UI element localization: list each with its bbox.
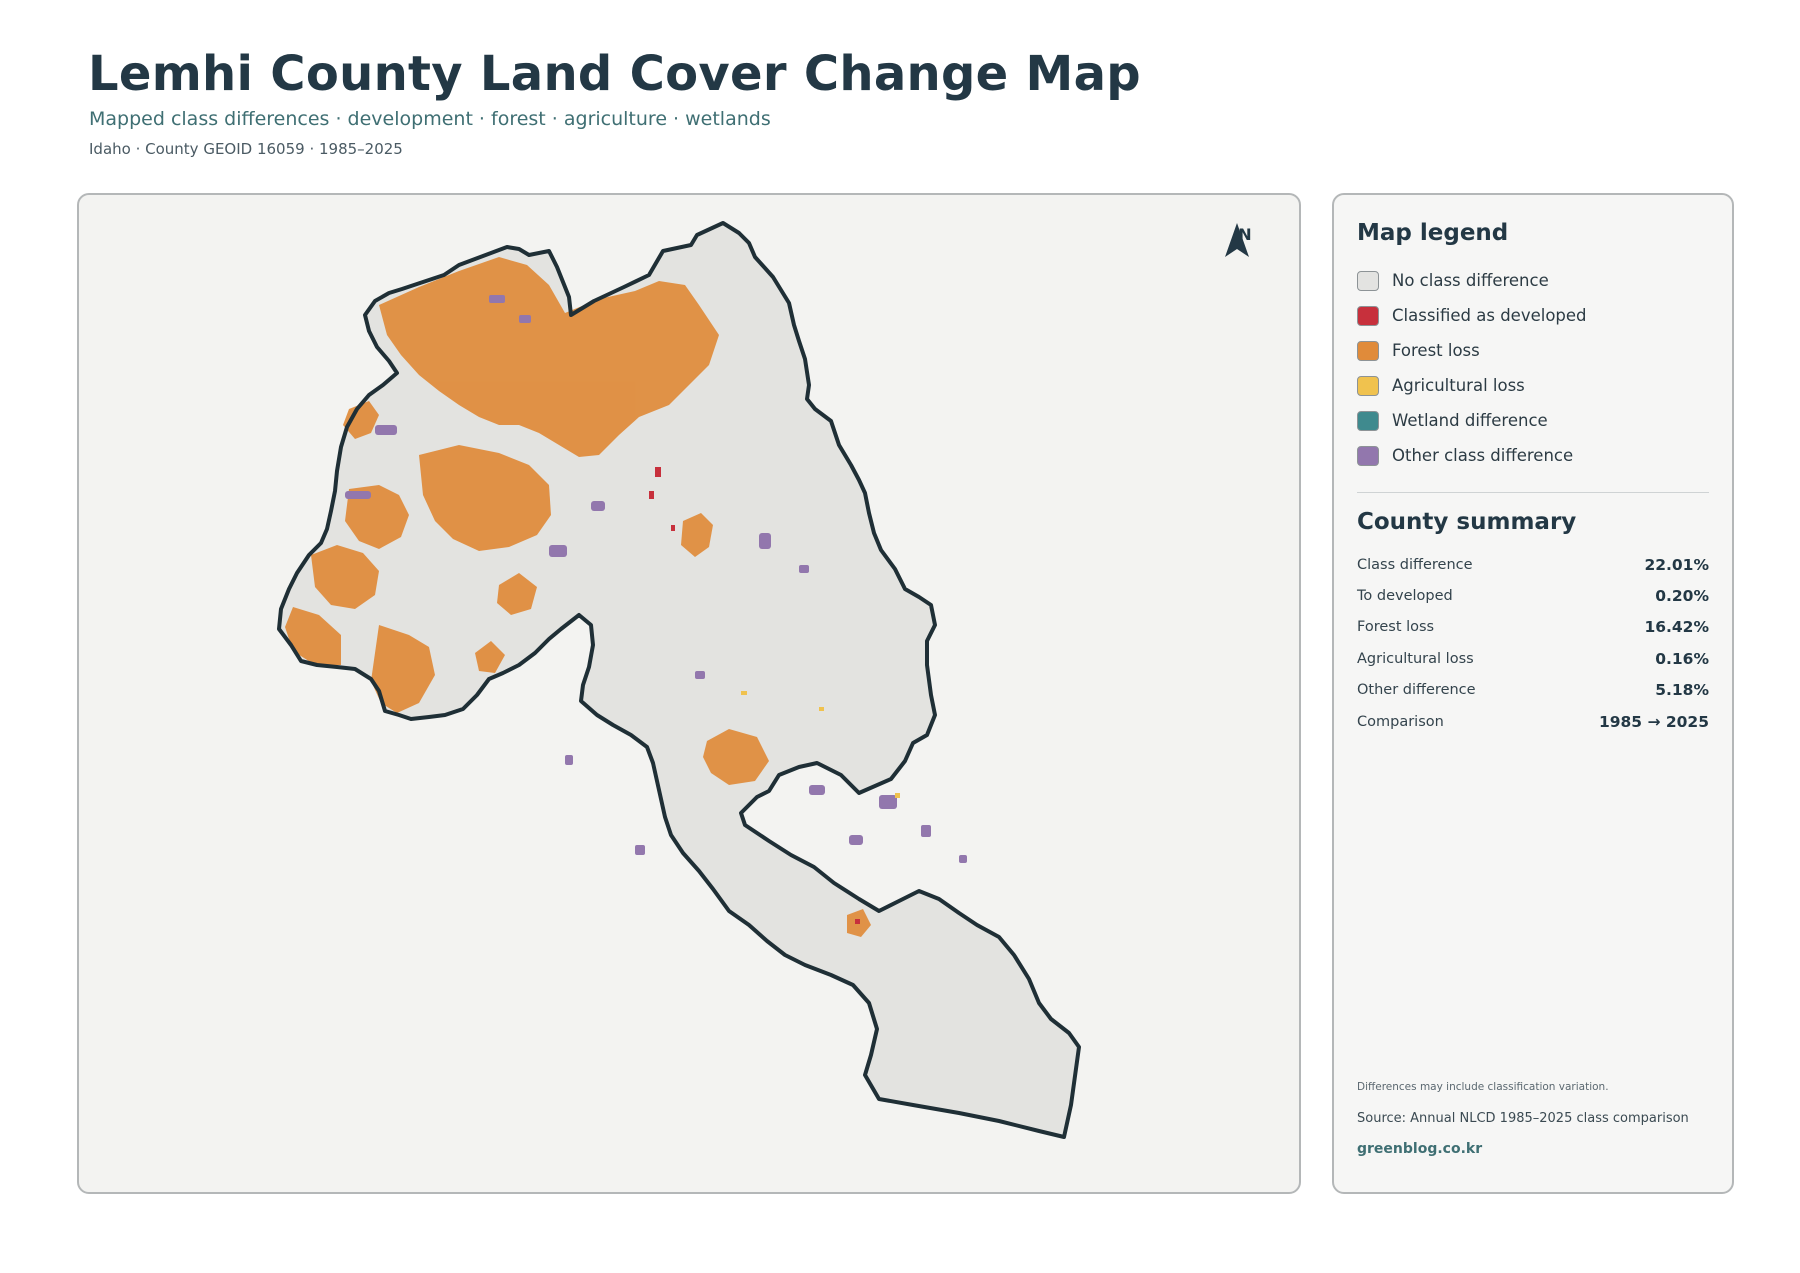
- legend-swatch: [1357, 305, 1379, 326]
- legend-label: Forest loss: [1392, 341, 1480, 360]
- page-meta: Idaho · County GEOID 16059 · 1985–2025: [89, 140, 403, 158]
- summary-row: To developed 0.20%: [1357, 580, 1709, 611]
- legend-item: Forest loss: [1357, 333, 1717, 368]
- legend-list: No class difference Classified as develop…: [1357, 263, 1717, 473]
- summary-value: 22.01%: [1644, 555, 1709, 574]
- legend-swatch: [1357, 375, 1379, 396]
- summary-label: To developed: [1357, 588, 1453, 605]
- summary-value: 0.20%: [1655, 587, 1709, 606]
- legend-item: Wetland difference: [1357, 403, 1717, 438]
- summary-row: Other difference 5.18%: [1357, 675, 1709, 706]
- summary-label: Comparison: [1357, 713, 1444, 730]
- divider: [1357, 492, 1709, 493]
- summary-value: 1985 → 2025: [1598, 712, 1709, 731]
- legend-label: Classified as developed: [1392, 306, 1587, 325]
- map-panel[interactable]: N: [77, 193, 1301, 1194]
- summary-label: Forest loss: [1357, 619, 1435, 636]
- summary-value: 5.18%: [1655, 681, 1709, 700]
- legend-item: Other class difference: [1357, 438, 1717, 473]
- summary-table: Class difference 22.01% To developed 0.20% F…: [1357, 549, 1709, 737]
- legend-label: Wetland difference: [1392, 411, 1548, 430]
- footnote: Differences may include classification v…: [1357, 1081, 1609, 1093]
- summary-value: 16.42%: [1644, 618, 1709, 637]
- summary-row: Comparison 1985 → 2025: [1357, 706, 1709, 737]
- summary-title: County summary: [1357, 509, 1577, 535]
- site-link[interactable]: greenblog.co.kr: [1357, 1141, 1483, 1157]
- other-difference-areas: [345, 295, 967, 863]
- source-text: Source: Annual NLCD 1985–2025 class comp…: [1357, 1111, 1689, 1126]
- legend-label: No class difference: [1392, 271, 1549, 290]
- summary-row: Agricultural loss 0.16%: [1357, 643, 1709, 674]
- legend-swatch: [1357, 340, 1379, 361]
- agricultural-loss-areas: [741, 691, 900, 798]
- legend-label: Other class difference: [1392, 446, 1574, 465]
- legend-item: No class difference: [1357, 263, 1717, 298]
- summary-label: Agricultural loss: [1357, 650, 1474, 667]
- page-subtitle: Mapped class differences · development ·…: [89, 108, 771, 130]
- legend-title: Map legend: [1357, 220, 1509, 246]
- summary-label: Other difference: [1357, 682, 1476, 699]
- forest-loss-areas: [285, 257, 871, 937]
- county-boundary: [277, 221, 1081, 1139]
- legend-swatch: [1357, 410, 1379, 431]
- county-map[interactable]: [79, 195, 1301, 1194]
- north-arrow: N: [1225, 223, 1265, 257]
- legend-item: Classified as developed: [1357, 298, 1717, 333]
- legend-swatch: [1357, 445, 1379, 466]
- legend-swatch: [1357, 270, 1379, 291]
- summary-row: Forest loss 16.42%: [1357, 612, 1709, 643]
- side-panel: Map legend No class difference Classified…: [1332, 193, 1734, 1194]
- page-title: Lemhi County Land Cover Change Map: [88, 46, 1141, 102]
- summary-value: 0.16%: [1655, 649, 1709, 668]
- summary-label: Class difference: [1357, 556, 1473, 573]
- summary-row: Class difference 22.01%: [1357, 549, 1709, 580]
- legend-label: Agricultural loss: [1392, 376, 1525, 395]
- legend-item: Agricultural loss: [1357, 368, 1717, 403]
- developed-areas: [649, 467, 860, 924]
- north-arrow-icon: [1225, 223, 1249, 257]
